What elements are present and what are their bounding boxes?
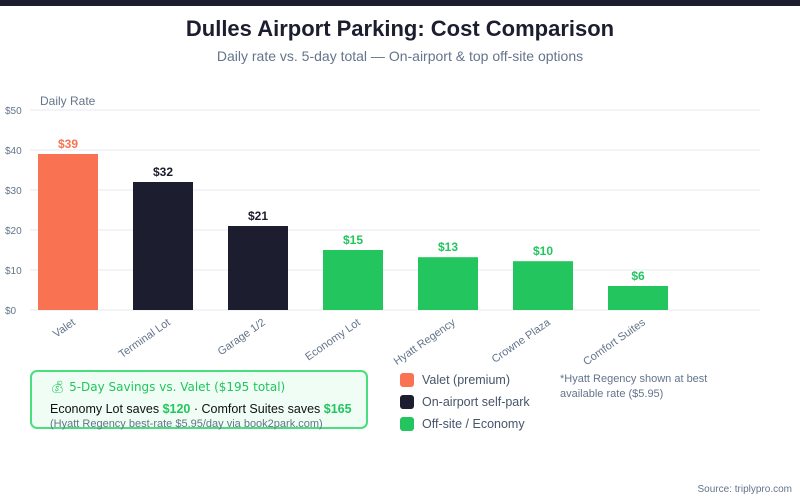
bar-economy-lot (323, 250, 383, 310)
y-tick-label: $50 (5, 106, 22, 117)
x-tick-label: Comfort Suites (581, 316, 648, 365)
x-tick-label: Crowne Plaza (490, 316, 554, 365)
legend-label: Off-site / Economy (422, 417, 525, 431)
x-tick-label: Garage 1/2 (216, 317, 268, 358)
data-labels: $39 $32 $21 $15 $13 $10 $6 (58, 137, 645, 283)
savings-body: Economy Lot saves $120 · Comfort Suites … (50, 402, 352, 416)
legend-swatch-off-site (400, 417, 414, 431)
savings-note: (Hyatt Regency best-rate $5.95/day via b… (50, 418, 323, 430)
bar-garage-1-2 (228, 226, 288, 310)
y-axis-ticks: $0 $10 $20 $30 $40 $50 (5, 106, 22, 317)
data-label: $15 (343, 233, 363, 247)
legend: Valet (premium) On-airport self-park Off… (400, 369, 530, 435)
legend-label: On-airport self-park (422, 395, 530, 409)
top-bar (0, 0, 800, 6)
x-axis-ticks: Valet Terminal Lot Garage 1/2 Economy Lot Hy… (51, 316, 648, 365)
savings-heading-text: 5-Day Savings vs. Valet ($195 total) (69, 380, 286, 394)
bar-valet (38, 154, 98, 310)
data-label: $39 (58, 137, 78, 151)
data-label: $13 (438, 240, 458, 254)
bar-terminal-lot (133, 182, 193, 310)
legend-label: Valet (premium) (422, 373, 510, 387)
hyatt-footnote: *Hyatt Regency shown at best available r… (560, 373, 708, 400)
legend-swatch-valet (400, 373, 414, 387)
data-label: $6 (631, 269, 645, 283)
x-tick-label: Terminal Lot (117, 317, 173, 361)
data-label: $10 (533, 244, 553, 258)
chart-subtitle: Daily rate vs. 5-day total — On-airport … (216, 48, 584, 64)
bar-chart: $0 $10 $20 $30 $40 $50 Daily Rate $39 $32 $21 $1… (5, 94, 760, 365)
bars (38, 154, 668, 310)
chart-title: Dulles Airport Parking: Cost Comparison (185, 16, 615, 41)
x-tick-label: Economy Lot (303, 317, 362, 364)
data-label: $21 (248, 209, 268, 223)
y-tick-label: $20 (5, 226, 22, 237)
x-tick-label: Valet (51, 317, 78, 341)
money-bag-icon: 💰︎ (50, 380, 66, 394)
legend-item-off-site: Off-site / Economy (400, 413, 530, 435)
data-label: $32 (153, 165, 173, 179)
legend-item-on-airport: On-airport self-park (400, 391, 530, 413)
savings-heading: 💰︎ 5-Day Savings vs. Valet ($195 total) (50, 380, 285, 394)
y-tick-label: $10 (5, 266, 22, 277)
y-tick-label: $0 (5, 306, 17, 317)
bar-crowne-plaza (513, 261, 573, 310)
bar-comfort-suites (608, 286, 668, 310)
savings-callout: 💰︎ 5-Day Savings vs. Valet ($195 total) … (30, 370, 368, 430)
comfort-savings-amount: $165 (323, 402, 352, 416)
source-credit: Source: triplypro.com (697, 484, 792, 495)
comfort-savings-text: Comfort Suites saves (201, 402, 324, 416)
legend-item-valet: Valet (premium) (400, 369, 530, 391)
economy-savings-text: Economy Lot saves (50, 402, 163, 416)
bar-hyatt-regency (418, 257, 478, 310)
y-tick-label: $40 (5, 146, 22, 157)
x-tick-label: Hyatt Regency (392, 316, 458, 365)
legend-swatch-on-airport (400, 395, 414, 409)
y-tick-label: $30 (5, 186, 22, 197)
y-axis-label: Daily Rate (40, 94, 96, 108)
economy-savings-amount: $120 (162, 402, 191, 416)
separator: · (190, 402, 202, 416)
